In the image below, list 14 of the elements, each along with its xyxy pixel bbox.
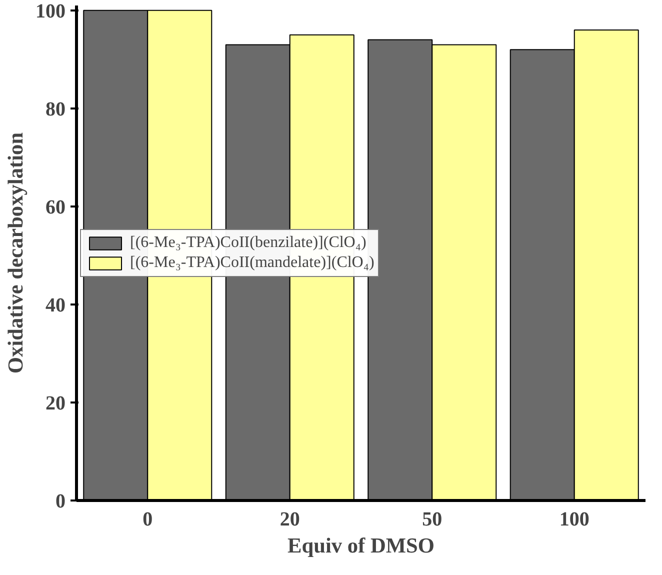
y-tick-label: 80 bbox=[46, 98, 66, 120]
y-axis-title: Oxidative decarboxylation bbox=[4, 132, 28, 374]
y-tick-label: 0 bbox=[56, 490, 66, 512]
y-tick-label: 20 bbox=[46, 392, 66, 414]
y-tick-label: 40 bbox=[46, 294, 66, 316]
x-axis-title: Equiv of DMSO bbox=[288, 534, 434, 558]
x-tick-label: 100 bbox=[559, 508, 590, 530]
x-tick-label: 50 bbox=[422, 508, 442, 530]
legend-label: [(6-Me₃-TPA)CoII(benzilate)](ClO₄) bbox=[130, 234, 366, 252]
y-tick-label: 100 bbox=[36, 0, 66, 22]
x-tick-label: 0 bbox=[142, 508, 153, 530]
x-tick-label: 20 bbox=[280, 508, 300, 530]
legend-label: [(6-Me₃-TPA)CoII(mandelate)](ClO₄) bbox=[130, 254, 374, 272]
y-tick-label: 60 bbox=[46, 196, 66, 218]
